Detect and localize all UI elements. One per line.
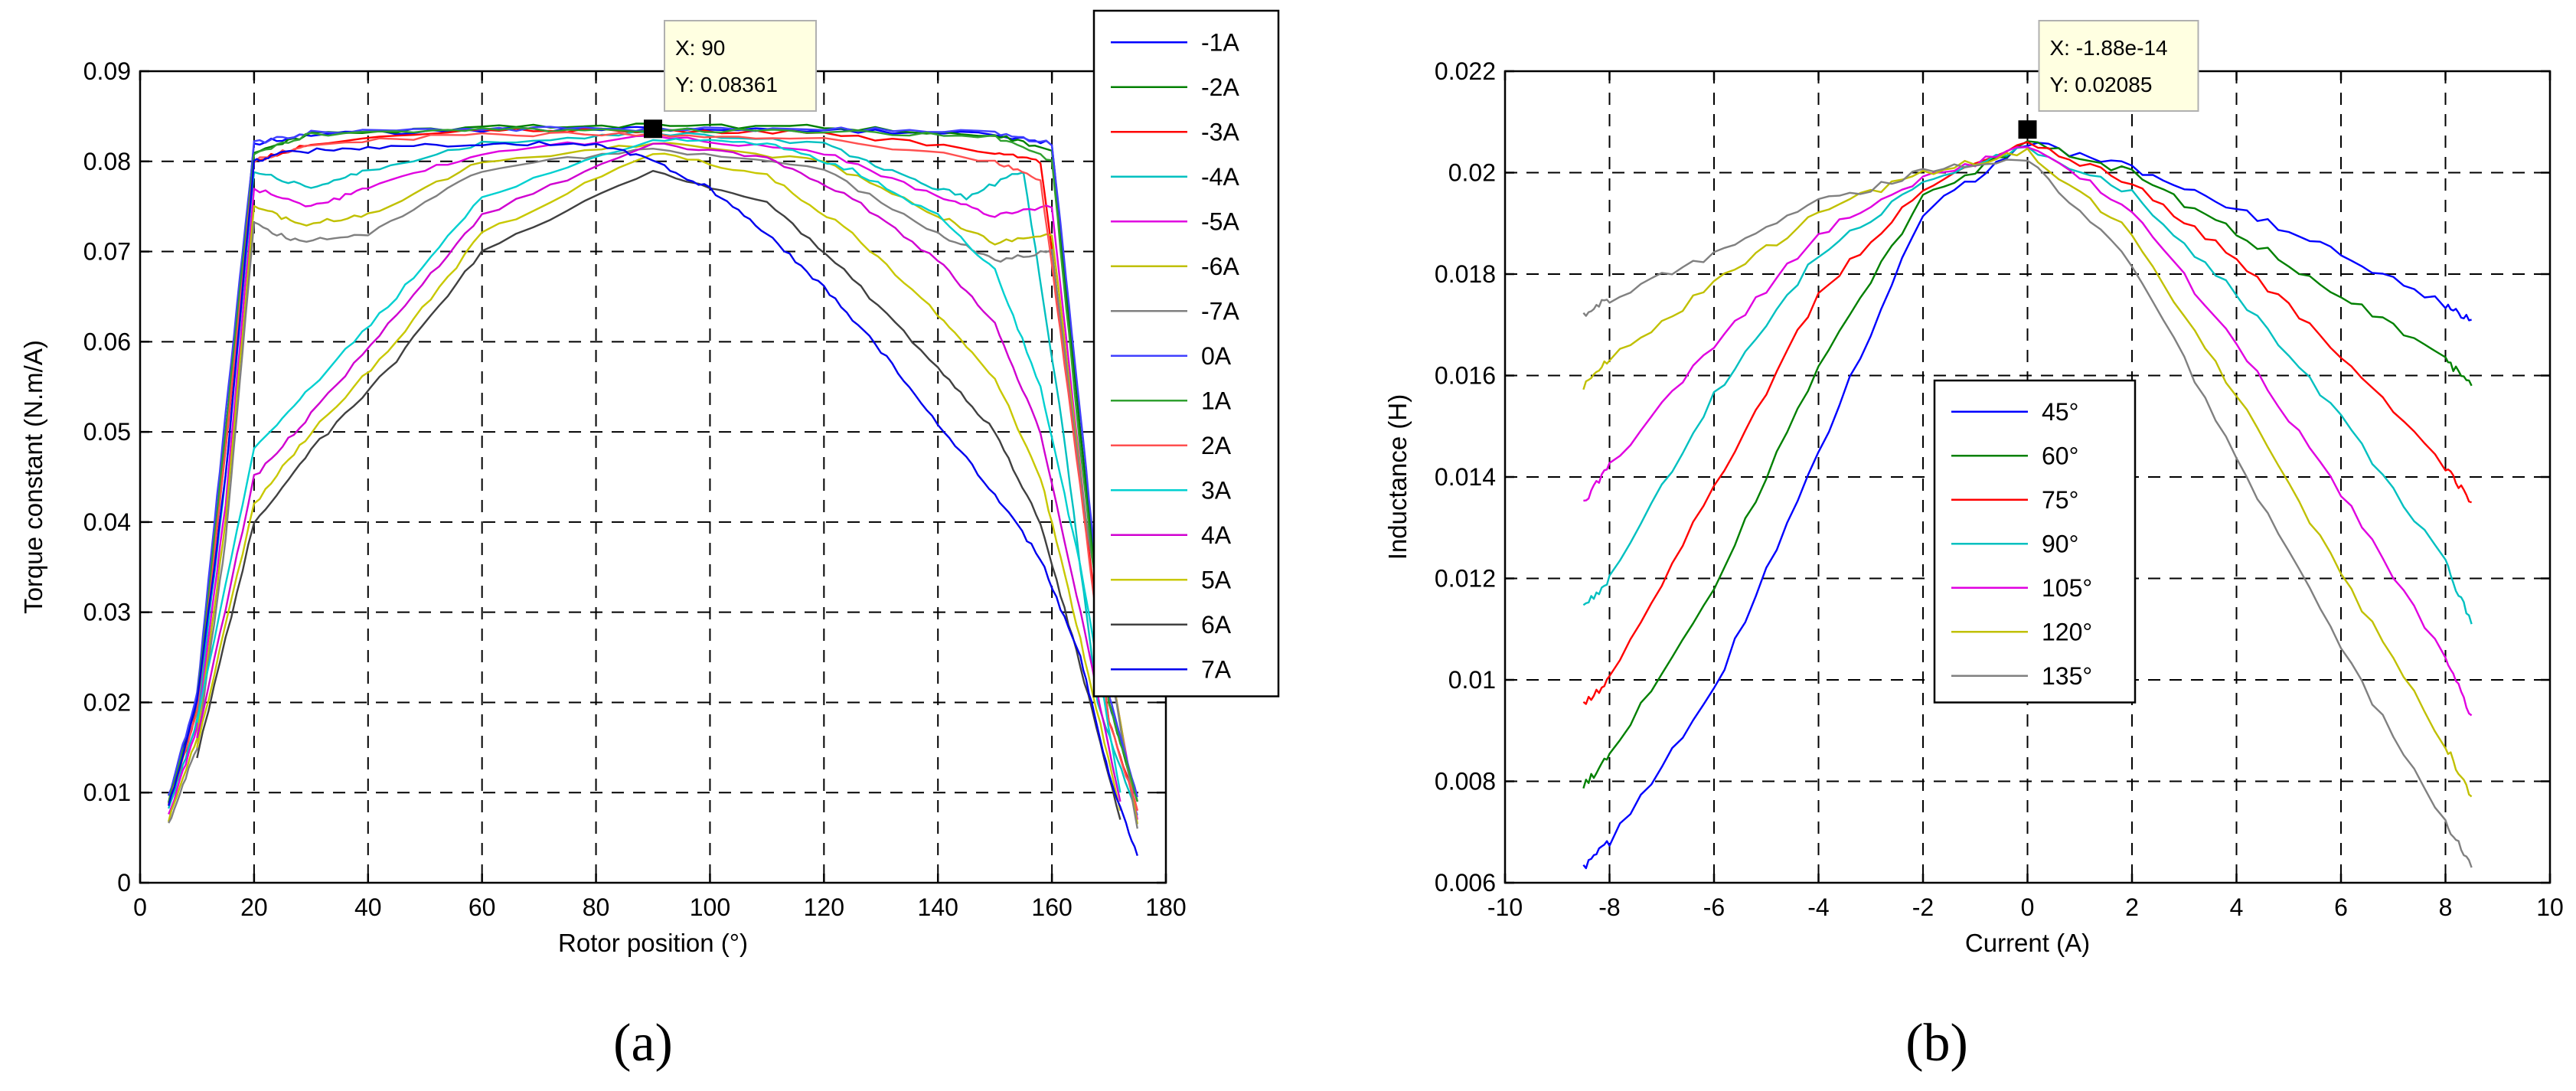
legend-label--3A: -3A [1201,118,1239,145]
datatip-x-label: X: 90 [675,36,725,60]
x-tick-label: 40 [354,893,382,921]
series-line-60° [1582,140,2473,789]
x-tick-label: -8 [1598,893,1620,921]
x-tick-label: 20 [240,893,268,921]
datatip-y-label: Y: 0.02085 [2050,73,2153,96]
datatip-x-label: X: -1.88e-14 [2050,36,2168,60]
x-tick-label: 180 [1145,893,1186,921]
x-tick-label: 100 [690,893,730,921]
legend-label-7A: 7A [1201,655,1232,683]
y-axis-label: Torque constant (N.m/A) [19,340,47,614]
series-line-75° [1582,141,2472,705]
y-tick-label: 0.014 [1435,463,1496,491]
legend-label-75°: 75° [2042,486,2078,514]
y-axis-label: Inductance (H) [1383,394,1412,560]
legend-label--6A: -6A [1201,253,1239,280]
x-axis-label: Rotor position (°) [558,929,748,957]
legend-label-105°: 105° [2042,574,2092,602]
x-axis-label: Current (A) [1965,929,2090,957]
x-tick-label: 80 [583,893,610,921]
legend-label-135°: 135° [2042,662,2092,690]
series-line-6A [196,170,1121,820]
y-tick-label: 0.07 [83,238,131,266]
legend-label--7A: -7A [1201,297,1239,325]
chart-panel-a: 0 20 40 60 80 100 120 140 160 180 0 0.01 0.02 0.03 0.0… [19,9,1280,957]
series-line-45° [1582,142,2472,870]
legend-label--4A: -4A [1201,163,1239,191]
legend-label--5A: -5A [1201,207,1239,235]
legend-label-60°: 60° [2042,442,2078,469]
legend-label-3A: 3A [1201,476,1232,504]
y-tick-label: 0.022 [1435,57,1496,85]
x-tick-label: 10 [2536,893,2564,921]
y-tick-label: 0.008 [1435,768,1496,795]
legend-box [1092,9,1280,697]
y-tick-label: 0.012 [1435,565,1496,593]
y-tick-label: 0.03 [83,599,131,626]
series-line-105° [1583,146,2473,717]
legend-label-45°: 45° [2042,398,2078,426]
datatip-marker [2018,120,2037,139]
y-tick-label: 0.09 [83,57,131,85]
x-tick-label: -4 [1807,893,1829,921]
series-line--5A [168,134,1138,820]
x-tick-label: 0 [2021,893,2035,921]
legend-label-5A: 5A [1201,566,1232,593]
x-tick-label: 140 [918,893,958,921]
datatip-box [2038,20,2199,112]
x-tick-label: 6 [2334,893,2348,921]
x-tick-label: 8 [2439,893,2453,921]
x-tick-label: 2 [2125,893,2139,921]
y-tick-label: 0.05 [83,418,131,446]
y-tick-label: 0.016 [1435,362,1496,390]
caption-b: (b) [1905,1014,1968,1073]
y-tick-label: 0.08 [83,148,131,175]
series-line-7A [168,140,1138,857]
y-tick-label: 0.006 [1435,869,1496,897]
y-tick-label: 0 [117,869,131,897]
chart-panel-b: -10 -8 -6 -4 -2 0 2 4 6 8 10 0.006 0.008 0.01 0.012 0.0… [1383,20,2564,957]
y-tick-label: 0.06 [83,328,131,355]
series-line-135° [1582,158,2473,868]
x-tick-label: 60 [469,893,496,921]
y-tick-label: 0.02 [1448,159,1496,187]
legend-label-2A: 2A [1201,432,1232,459]
legend-label-90°: 90° [2042,530,2078,557]
y-tick-label: 0.01 [83,779,131,806]
y-tick-label: 0.02 [83,688,131,716]
x-tick-label: -2 [1912,893,1934,921]
series-line-3A [196,138,1121,793]
series-line-4A [196,142,1121,802]
x-tick-label: 4 [2230,893,2244,921]
series-line--7A [168,148,1138,829]
datatip-y-label: Y: 0.08361 [675,73,778,96]
y-tick-label: 0.04 [83,508,131,536]
legend-label-120°: 120° [2042,618,2092,645]
y-tick-label: 0.018 [1435,260,1496,288]
caption-a: (a) [613,1014,673,1073]
legend-box [1933,379,2137,704]
x-tick-label: -10 [1487,893,1523,921]
y-tick-label: 0.01 [1448,666,1496,694]
x-tick-label: -6 [1703,893,1725,921]
series-line--6A [168,142,1138,825]
x-tick-label: 160 [1031,893,1072,921]
datatip-box [664,20,817,112]
datatip-marker [644,119,662,139]
legend-label-1A: 1A [1201,387,1232,414]
legend-label-0A: 0A [1201,342,1232,370]
series-line-5A [196,152,1121,812]
x-tick-label: 0 [133,893,147,921]
x-tick-label: 120 [804,893,844,921]
series-line-120° [1582,147,2473,798]
legend-label--2A: -2A [1201,73,1239,101]
legend-label-4A: 4A [1201,521,1232,549]
legend-label-6A: 6A [1201,611,1232,639]
legend-label--1A: -1A [1201,28,1239,56]
